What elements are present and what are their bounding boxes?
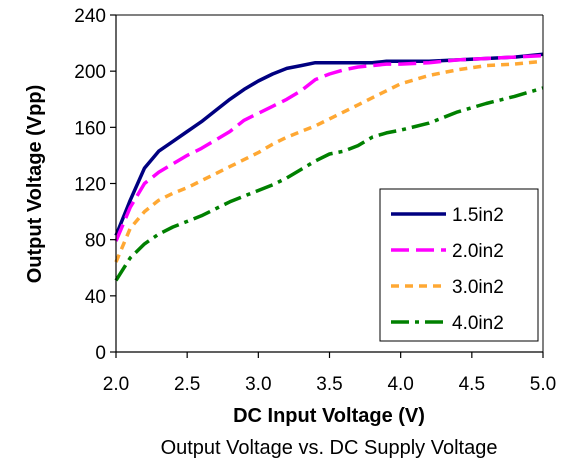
legend-label: 1.5in2 [452,205,504,226]
ticks-layer: 0 40 80 120 160 200 240 2.0 2.5 3.0 3.5 4.0 4.5 5.0 [74,6,556,395]
series-line-3-0in2 [114,59,544,263]
legend-label: 3.0in2 [452,277,504,298]
y-tick-label: 80 [85,231,106,252]
series-layer [114,52,544,282]
x-tick-label: 4.5 [459,374,485,395]
y-tick-label: 0 [95,343,106,364]
y-tick-label: 240 [74,6,106,27]
y-tick-label: 160 [74,118,106,139]
y-tick-label: 120 [74,175,106,196]
x-axis-title: DC Input Voltage (V) [233,405,425,427]
x-tick-label: 2.0 [103,374,129,395]
x-tick-label: 2.5 [174,374,200,395]
legend-label: 4.0in2 [452,313,504,334]
chart-caption: Output Voltage vs. DC Supply Voltage [161,437,498,459]
y-axis-title: Output Voltage (Vpp) [24,85,46,284]
legend-label: 2.0in2 [452,241,504,262]
x-tick-label: 4.0 [387,374,413,395]
y-tick-label: 40 [85,287,106,308]
series-line-2-0in2 [114,53,544,242]
x-tick-label: 3.5 [316,374,342,395]
y-tick-label: 200 [74,62,106,83]
legend-items: 1.5in2 2.0in2 3.0in2 4.0in2 [391,205,504,334]
x-tick-label: 5.0 [530,374,556,395]
x-tick-label: 3.0 [245,374,271,395]
series-line-4-0in2 [114,86,544,282]
legend: 1.5in2 2.0in2 3.0in2 4.0in2 [379,188,539,342]
